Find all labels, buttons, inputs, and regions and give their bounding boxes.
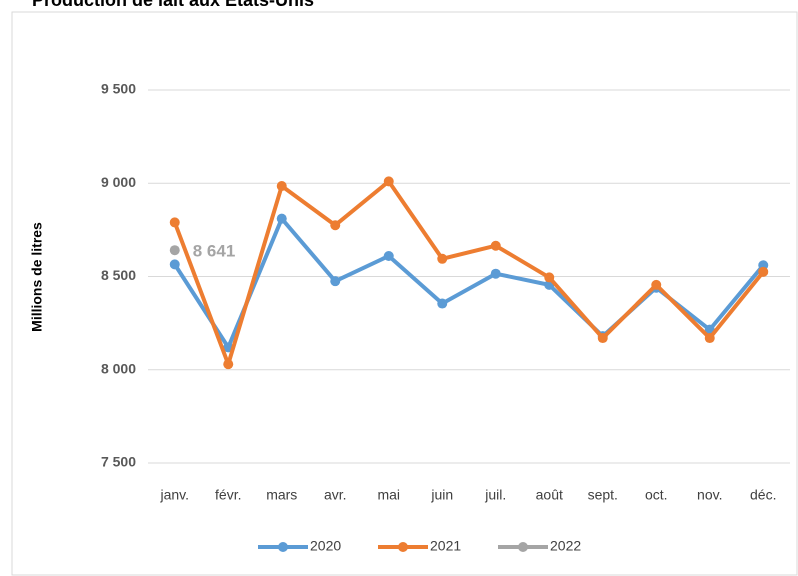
x-tick-label: nov.: [697, 487, 722, 503]
y-tick-label: 8 500: [101, 267, 136, 283]
legend-marker: [278, 542, 288, 552]
data-point: [383, 250, 394, 261]
x-tick-label: mai: [377, 487, 400, 503]
x-tick-label: avr.: [324, 487, 347, 503]
x-tick-label: août: [536, 487, 563, 503]
y-tick-label: 9 500: [101, 81, 136, 97]
data-point: [544, 272, 555, 283]
data-label: 8 641: [193, 242, 236, 261]
x-tick-label: mars: [266, 487, 297, 503]
data-point: [490, 268, 501, 279]
data-point: [169, 259, 180, 270]
legend-label: 2022: [550, 538, 581, 554]
x-tick-label: févr.: [215, 487, 241, 503]
y-axis-label: Millions de litres: [29, 222, 45, 332]
chart-border: [11, 11, 798, 576]
data-point: [437, 253, 448, 264]
x-tick-label: juil.: [484, 487, 506, 503]
y-tick-label: 8 000: [101, 360, 136, 376]
legend-marker: [398, 542, 408, 552]
data-point: [330, 220, 341, 231]
data-point: [383, 176, 394, 187]
data-point: [490, 240, 501, 251]
series-line: [172, 179, 765, 367]
y-tick-label: 9 000: [101, 174, 136, 190]
series-line: [173, 216, 765, 350]
data-point: [276, 181, 287, 192]
data-point: [330, 276, 341, 287]
data-point: [276, 213, 287, 224]
legend-label: 2020: [310, 538, 341, 554]
legend-label: 2021: [430, 538, 461, 554]
data-point: [758, 266, 769, 277]
x-tick-label: sept.: [588, 487, 618, 503]
legend-marker: [518, 542, 528, 552]
data-point: [169, 245, 180, 256]
data-point: [704, 333, 715, 344]
y-tick-label: 7 500: [101, 454, 136, 470]
x-tick-label: janv.: [159, 487, 189, 503]
data-point: [223, 359, 234, 370]
x-tick-label: juin: [430, 487, 453, 503]
data-point: [597, 333, 608, 344]
x-tick-label: déc.: [750, 487, 776, 503]
chart-title: Production de lait aux États-Unis: [32, 0, 314, 10]
x-tick-label: oct.: [645, 487, 668, 503]
data-point: [169, 217, 180, 228]
data-point: [651, 279, 662, 290]
data-point: [437, 298, 448, 309]
